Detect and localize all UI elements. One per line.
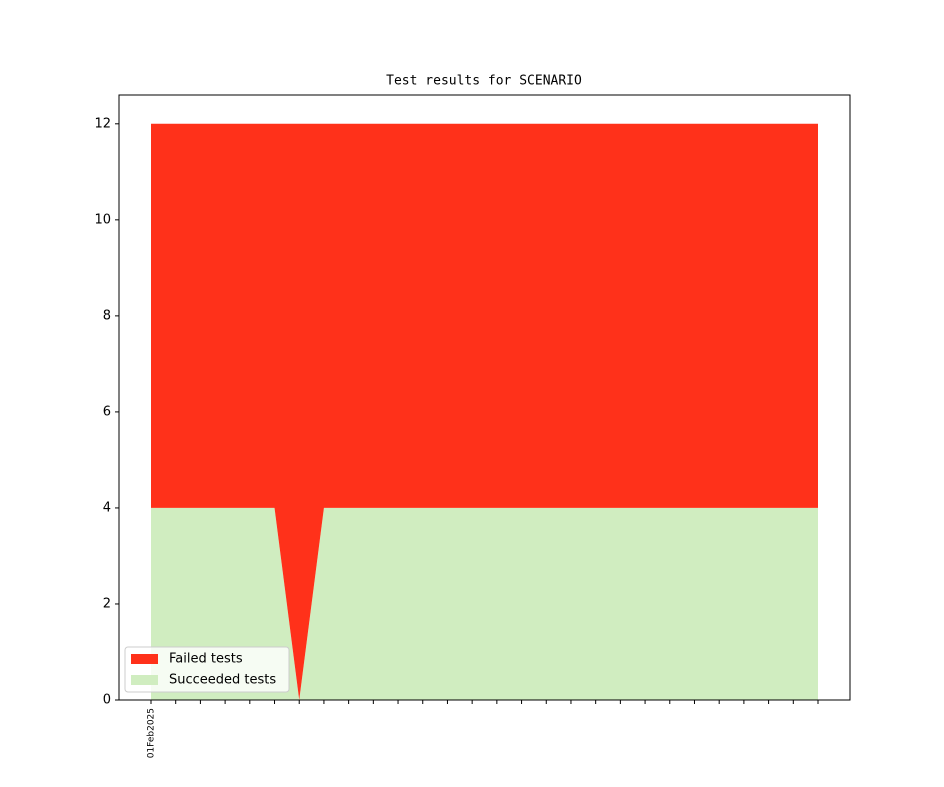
y-tick-label: 2	[103, 596, 111, 611]
area	[151, 123, 818, 701]
legend-swatch	[131, 654, 158, 664]
axes-frame	[118, 94, 851, 701]
y-tick-label: 6	[103, 404, 111, 419]
chart-title: Test results for SCENARIO	[386, 74, 582, 89]
legend-label: Failed tests	[169, 652, 243, 667]
y-tick-label: 12	[94, 116, 111, 131]
legend-label: Succeeded tests	[169, 673, 276, 688]
area	[151, 507, 818, 700]
legend-swatch	[131, 675, 158, 685]
legend-box	[124, 646, 290, 693]
x-tick-label: 01Feb2025	[147, 708, 157, 758]
y-tick-label: 4	[103, 500, 111, 515]
y-tick-label: 8	[103, 308, 111, 323]
y-tick-label: 0	[103, 693, 111, 708]
y-tick-label: 10	[94, 212, 111, 227]
